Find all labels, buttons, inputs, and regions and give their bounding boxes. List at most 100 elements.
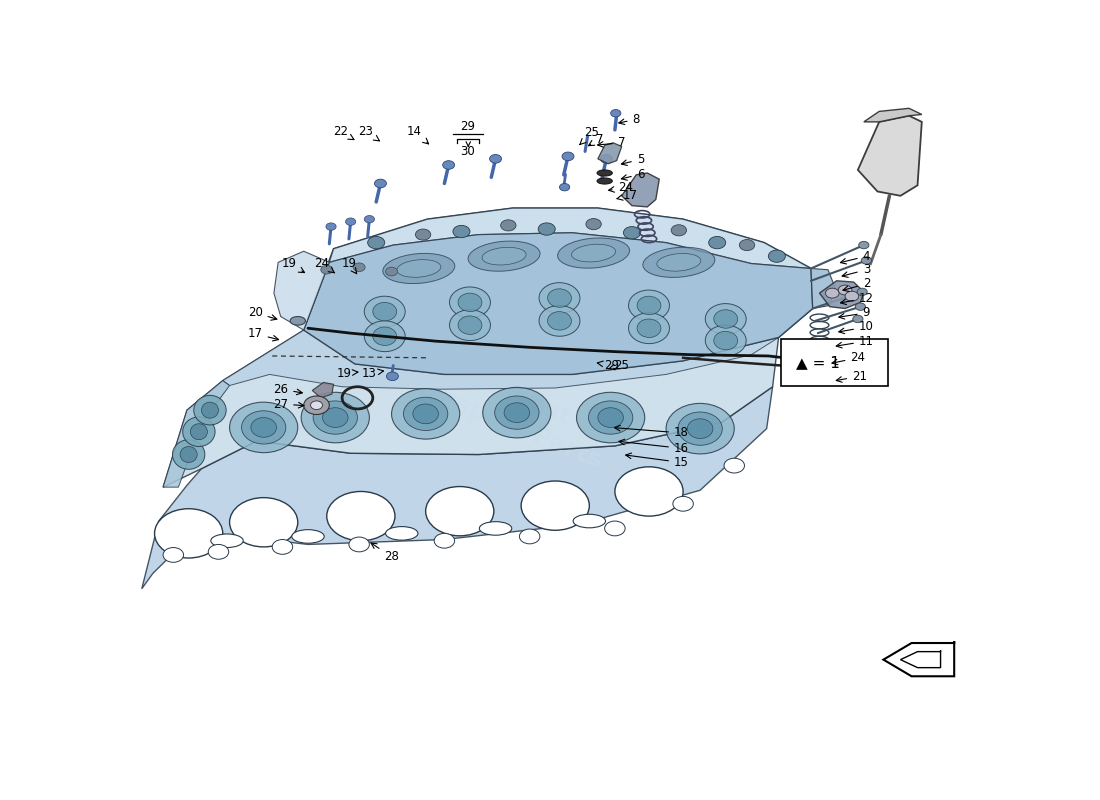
Ellipse shape (637, 296, 661, 314)
Circle shape (230, 498, 298, 547)
Circle shape (304, 396, 329, 414)
Ellipse shape (450, 287, 491, 318)
Ellipse shape (628, 313, 670, 344)
Text: 24: 24 (832, 351, 866, 365)
Circle shape (453, 226, 470, 238)
Text: 22: 22 (333, 126, 354, 139)
Ellipse shape (386, 526, 418, 540)
Circle shape (154, 509, 222, 558)
Circle shape (434, 534, 454, 548)
Ellipse shape (495, 396, 539, 430)
Text: 17: 17 (248, 327, 278, 341)
Ellipse shape (383, 254, 454, 283)
Ellipse shape (392, 389, 460, 439)
Circle shape (610, 110, 620, 117)
Text: 24: 24 (608, 182, 632, 194)
Circle shape (353, 263, 365, 271)
Text: 15: 15 (626, 453, 689, 469)
Ellipse shape (242, 410, 286, 444)
Text: 28: 28 (371, 543, 399, 563)
Polygon shape (304, 208, 813, 374)
Text: 21: 21 (836, 370, 867, 382)
Ellipse shape (364, 321, 405, 352)
Text: 18: 18 (615, 426, 689, 439)
Circle shape (838, 285, 851, 295)
Circle shape (859, 242, 869, 249)
Ellipse shape (173, 440, 205, 470)
Polygon shape (163, 330, 779, 487)
Circle shape (327, 491, 395, 541)
Polygon shape (304, 233, 813, 374)
Circle shape (562, 152, 574, 161)
Polygon shape (901, 650, 940, 668)
Ellipse shape (572, 244, 616, 262)
Ellipse shape (576, 392, 645, 443)
Ellipse shape (292, 530, 324, 543)
Text: 10: 10 (839, 321, 873, 334)
Text: 17: 17 (617, 190, 638, 202)
Circle shape (768, 250, 785, 262)
Ellipse shape (450, 310, 491, 341)
Circle shape (345, 218, 355, 226)
Text: 24: 24 (315, 257, 334, 273)
Text: 12: 12 (840, 291, 873, 305)
Ellipse shape (301, 392, 370, 443)
Text: 27: 27 (273, 398, 304, 410)
Circle shape (857, 288, 867, 295)
Text: 3: 3 (843, 263, 870, 278)
Ellipse shape (548, 312, 571, 330)
Circle shape (500, 220, 516, 231)
Circle shape (861, 257, 871, 264)
Polygon shape (222, 330, 779, 390)
Circle shape (624, 226, 640, 239)
Polygon shape (163, 381, 230, 487)
Ellipse shape (230, 402, 298, 453)
Ellipse shape (597, 178, 613, 184)
Circle shape (326, 223, 337, 230)
Ellipse shape (183, 417, 216, 446)
Ellipse shape (251, 418, 276, 438)
Ellipse shape (539, 282, 580, 314)
Circle shape (272, 539, 293, 554)
Ellipse shape (480, 522, 512, 535)
Ellipse shape (180, 446, 197, 462)
Text: 25: 25 (608, 358, 629, 372)
Ellipse shape (412, 404, 439, 424)
Text: 13: 13 (362, 366, 384, 380)
Text: 5: 5 (621, 153, 645, 166)
Ellipse shape (714, 331, 738, 350)
Circle shape (856, 303, 866, 310)
Circle shape (416, 229, 431, 240)
Ellipse shape (211, 534, 243, 547)
Ellipse shape (666, 403, 735, 454)
Circle shape (374, 179, 386, 188)
Circle shape (386, 267, 397, 276)
Circle shape (615, 467, 683, 516)
Text: 7: 7 (588, 133, 603, 146)
Ellipse shape (397, 260, 441, 278)
Circle shape (310, 401, 322, 410)
Text: 4: 4 (840, 250, 870, 264)
Text: 16: 16 (619, 439, 689, 455)
Ellipse shape (404, 398, 448, 430)
Circle shape (724, 458, 745, 473)
Ellipse shape (548, 289, 571, 307)
Circle shape (521, 481, 590, 530)
Polygon shape (820, 281, 864, 309)
Ellipse shape (573, 514, 605, 528)
Text: 8: 8 (619, 113, 640, 126)
Ellipse shape (558, 238, 629, 268)
Polygon shape (621, 173, 659, 207)
Text: 25: 25 (580, 126, 600, 145)
Circle shape (825, 288, 839, 298)
Text: 7: 7 (597, 136, 626, 150)
Circle shape (364, 215, 374, 223)
Polygon shape (858, 116, 922, 196)
Text: 2: 2 (843, 278, 870, 291)
Circle shape (673, 496, 693, 511)
Polygon shape (274, 251, 329, 330)
Ellipse shape (201, 402, 219, 418)
Ellipse shape (194, 395, 227, 425)
Circle shape (519, 529, 540, 544)
Circle shape (671, 225, 686, 236)
